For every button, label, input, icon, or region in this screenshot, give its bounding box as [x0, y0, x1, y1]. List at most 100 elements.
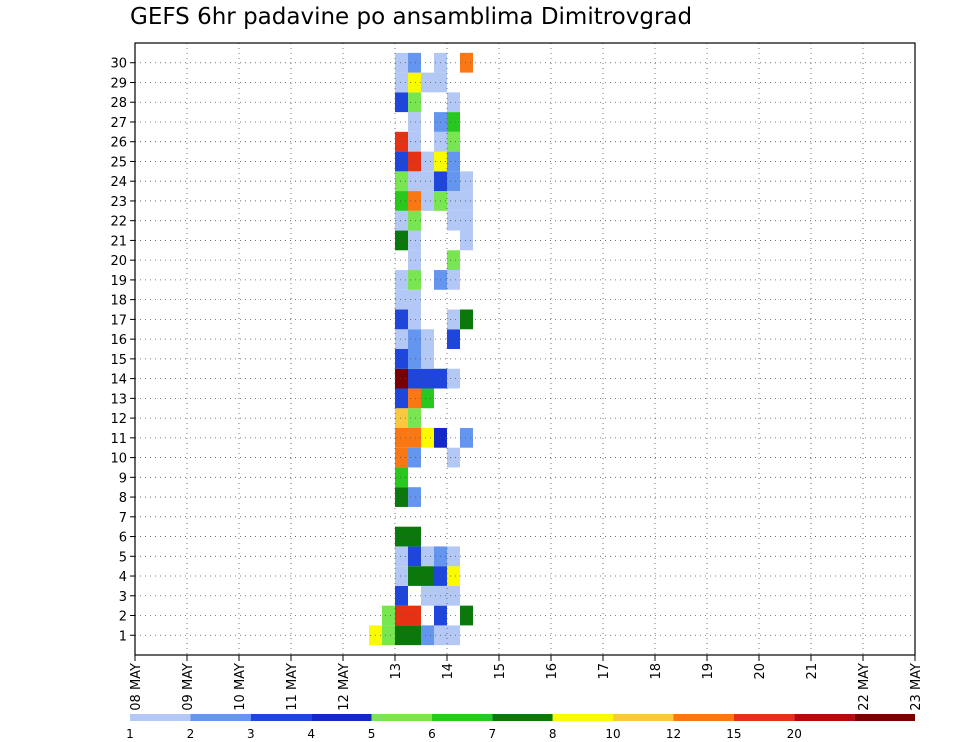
dotted-grid — [135, 43, 915, 655]
legend-swatch — [552, 714, 614, 721]
legend-swatch — [311, 714, 372, 721]
heatmap-cell — [447, 250, 460, 271]
y-tick-label: 24 — [110, 175, 127, 190]
y-tick-label: 27 — [110, 116, 127, 131]
y-tick-label: 7 — [119, 511, 127, 526]
legend-label: 20 — [787, 727, 802, 741]
heatmap-cell — [408, 131, 421, 152]
x-tick-label: 16 — [545, 663, 560, 680]
heatmap-cell — [408, 329, 421, 349]
heatmap-cell — [382, 605, 395, 626]
heatmap-cell — [408, 566, 421, 586]
heatmap-cell — [447, 546, 460, 567]
y-tick-label: 9 — [119, 471, 127, 486]
y-tick-label: 30 — [110, 57, 127, 72]
heatmap-cell — [408, 388, 421, 409]
x-axis: 08 MAY 09 MAY 10 MAY 11 MAY 12 MAY 13 14 15 16 17… — [129, 655, 924, 711]
heatmap-cell — [460, 52, 473, 73]
y-tick-label: 8 — [119, 491, 127, 506]
heatmap-cell — [395, 467, 408, 488]
heatmap-cell — [395, 388, 408, 409]
heatmap-cell — [460, 171, 473, 192]
legend-label: 5 — [368, 727, 376, 741]
heatmap-cell — [395, 230, 408, 251]
heatmap-cell — [395, 131, 408, 152]
heatmap-cell — [408, 191, 421, 211]
y-tick-label: 10 — [110, 452, 127, 467]
heatmap-cell — [395, 72, 408, 93]
heatmap-cell — [421, 329, 434, 349]
y-tick-label: 22 — [110, 215, 127, 230]
heatmap-cell — [421, 72, 434, 93]
heatmap-cell — [447, 329, 460, 349]
x-tick-label: 14 — [441, 663, 456, 680]
heatmap-cell — [460, 427, 473, 448]
heatmap-cell — [395, 427, 408, 448]
x-tick-label: 13 — [389, 663, 404, 680]
heatmap-cell — [395, 289, 408, 310]
heatmap-cell — [395, 487, 408, 507]
y-tick-label: 21 — [110, 234, 127, 249]
heatmap-cell — [408, 408, 421, 428]
heatmap-cell — [408, 289, 421, 310]
heatmap-cell — [382, 625, 395, 646]
legend-label: 1 — [126, 727, 134, 741]
y-tick-label: 1 — [119, 629, 127, 644]
legend-swatch — [733, 714, 795, 721]
heatmap-cell — [421, 151, 434, 172]
heatmap-cell — [421, 171, 434, 192]
legend-swatch — [794, 714, 855, 721]
y-tick-label: 4 — [119, 570, 127, 585]
heatmap-cell — [408, 270, 421, 290]
y-tick-label: 16 — [110, 333, 127, 348]
legend-swatch — [613, 714, 674, 721]
heatmap-cell — [447, 309, 460, 330]
x-tick-label: 11 MAY — [285, 663, 300, 711]
heatmap-cell — [447, 368, 460, 389]
heatmap-cell — [460, 605, 473, 626]
heatmap-cell — [460, 191, 473, 211]
x-tick-label: 20 — [753, 663, 768, 680]
legend-swatch — [492, 714, 553, 721]
heatmap-cell — [395, 585, 408, 606]
x-tick-label: 22 MAY — [857, 663, 872, 711]
chart-title: GEFS 6hr padavine po ansamblima Dimitrov… — [130, 4, 693, 30]
legend-swatch — [250, 714, 312, 721]
legend-label: 6 — [428, 727, 436, 741]
x-tick-label: 12 MAY — [337, 663, 352, 711]
y-tick-label: 5 — [119, 550, 127, 565]
heatmap-cell — [460, 210, 473, 231]
legend-label: 12 — [666, 727, 681, 741]
heatmap-cell — [395, 171, 408, 192]
heatmap-cell — [408, 250, 421, 271]
y-axis: 1234567891011121314151617181920212223242… — [110, 57, 135, 644]
heatmap-cell — [395, 447, 408, 468]
plot-frame — [134, 42, 916, 656]
legend-swatch — [371, 714, 432, 721]
heatmap-cell — [447, 191, 460, 211]
heatmap-cell — [395, 526, 408, 547]
y-tick-label: 14 — [110, 373, 127, 388]
y-tick-label: 18 — [110, 294, 127, 309]
heatmap-cell — [395, 92, 408, 113]
heatmap-cell — [408, 309, 421, 330]
heatmap-cell — [408, 151, 421, 172]
heatmap-cell — [421, 546, 434, 567]
heatmap-cell — [395, 625, 408, 646]
heatmap-cell — [447, 270, 460, 290]
heatmap-cell — [395, 605, 408, 626]
heatmap-cell — [408, 625, 421, 646]
legend-label: 8 — [549, 727, 557, 741]
legend-swatch — [854, 714, 915, 721]
legend-swatch — [673, 714, 734, 721]
heatmap-cell — [447, 92, 460, 113]
heatmap-cell — [395, 270, 408, 290]
heatmap-cell — [408, 368, 421, 389]
y-tick-label: 17 — [110, 313, 127, 328]
heatmap-cell — [395, 52, 408, 73]
heatmap-cell — [447, 585, 460, 606]
x-tick-label: 08 MAY — [129, 663, 144, 711]
heatmap-cell — [447, 566, 460, 586]
y-tick-label: 2 — [119, 610, 127, 625]
